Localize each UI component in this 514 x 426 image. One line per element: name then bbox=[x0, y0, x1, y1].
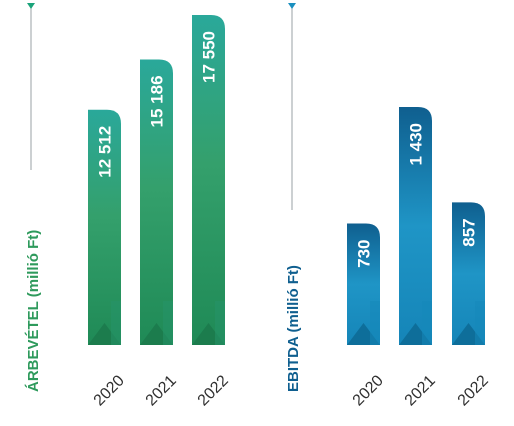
year-tick-label: 2022 bbox=[455, 372, 492, 409]
ebitda-axis-title: EBITDA (millió Ft) bbox=[285, 265, 302, 392]
revenue-bars: 12 512 2020 15 186 2021 17 550 2022 bbox=[88, 15, 232, 409]
revenue-guide-marker bbox=[27, 3, 35, 9]
year-tick-label: 2020 bbox=[350, 372, 387, 409]
year-tick-label: 2022 bbox=[195, 372, 232, 409]
ebitda-guide-marker bbox=[288, 3, 296, 9]
bar-value-label: 15 186 bbox=[148, 75, 167, 127]
bar-side-facet bbox=[111, 301, 121, 345]
ebitda-chart: EBITDA (millió Ft) 730 2020 1 430 2021 857 20… bbox=[285, 3, 492, 409]
bar-value-label: 1 430 bbox=[407, 123, 426, 166]
year-tick-label: 2021 bbox=[143, 372, 180, 409]
bar-2020 bbox=[88, 109, 121, 345]
bar-side-facet bbox=[422, 301, 432, 345]
bar-2022 bbox=[192, 15, 225, 345]
bar-side-facet bbox=[163, 301, 173, 345]
bar-2021 bbox=[140, 59, 173, 345]
year-tick-label: 2021 bbox=[402, 372, 439, 409]
bar-side-facet bbox=[215, 301, 225, 345]
bar-value-label: 17 550 bbox=[200, 31, 219, 83]
revenue-chart: ÁRBEVÉTEL (millió Ft) 12 512 2020 15 186 20… bbox=[25, 3, 232, 409]
ebitda-bars: 730 2020 1 430 2021 857 2022 bbox=[347, 107, 492, 409]
bar-side-facet bbox=[475, 301, 485, 345]
revenue-axis-title: ÁRBEVÉTEL (millió Ft) bbox=[25, 230, 42, 392]
bar-value-label: 730 bbox=[355, 240, 374, 268]
bar-value-label: 12 512 bbox=[96, 126, 115, 178]
year-tick-label: 2020 bbox=[91, 372, 128, 409]
bar-value-label: 857 bbox=[460, 218, 479, 246]
bar-side-facet bbox=[370, 301, 380, 345]
bar-2021 bbox=[399, 107, 432, 345]
